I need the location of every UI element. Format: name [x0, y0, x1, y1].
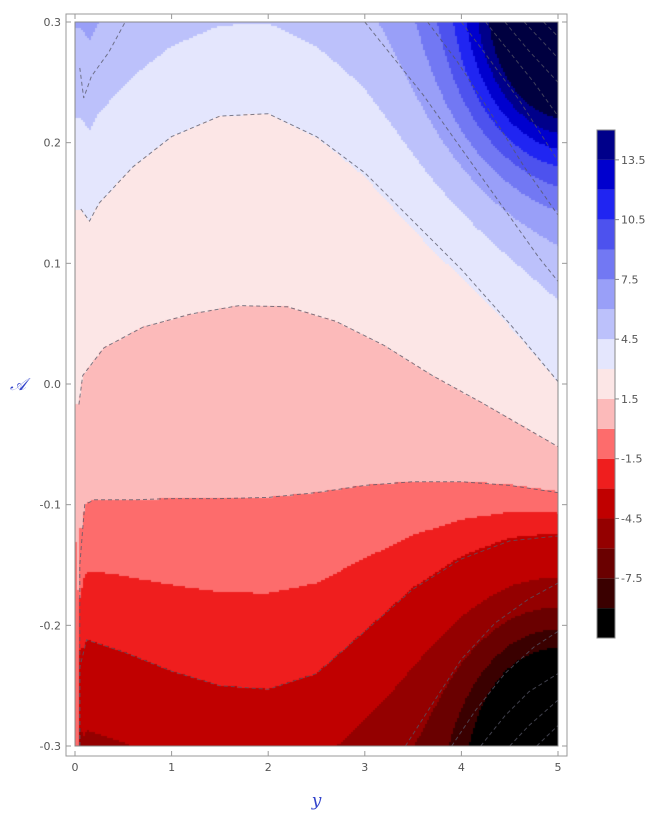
colorbar-band [597, 518, 615, 549]
y-tick-label: -0.3 [40, 740, 61, 753]
colorbar-band [597, 488, 615, 519]
colorbar-band [597, 189, 615, 220]
colorbar-band [597, 159, 615, 190]
y-tick-label: 0.3 [44, 16, 62, 29]
contour-line [509, 699, 559, 747]
contour-line [536, 725, 559, 747]
contour-fill-layer [75, 22, 558, 746]
y-axis-label: 𝒜 [10, 375, 31, 395]
y-tick-label: -0.2 [40, 619, 61, 632]
colorbar-tick-label: 4.5 [621, 333, 639, 346]
x-axis-label: y [311, 791, 322, 811]
colorbar-tick-label: 10.5 [621, 214, 646, 227]
y-tick-label: 0.2 [44, 137, 62, 150]
x-tick-label: 1 [168, 761, 175, 774]
colorbar-band [597, 339, 615, 370]
contour-line [504, 21, 559, 83]
colorbar-band [597, 608, 615, 638]
contour-line [80, 113, 559, 382]
contour-fill-image [75, 22, 558, 746]
axis-ticks: 0 1 2 3 4 5 -0.3 -0.2 -0.1 0.0 0.1 0.2 0.3 [40, 13, 568, 774]
colorbar: -7.5 -4.5 -1.5 1.5 4.5 7.5 10.5 13.5 [596, 129, 646, 639]
x-tick-label: 3 [361, 761, 368, 774]
contour-line [79, 535, 559, 746]
contour-line [451, 630, 559, 747]
plot-frame [74, 21, 559, 747]
colorbar-band [597, 548, 615, 579]
colorbar-band [597, 458, 615, 489]
colorbar-tick-label: -1.5 [621, 453, 642, 466]
x-tick-label: 2 [265, 761, 272, 774]
colorbar-tick-label: -7.5 [621, 572, 642, 585]
contour-line-layer [78, 21, 559, 747]
x-tick-label: 5 [555, 761, 562, 774]
colorbar-band [597, 309, 615, 340]
contour-line [78, 305, 559, 448]
colorbar-band [597, 578, 615, 609]
colorbar-frame [596, 129, 616, 639]
colorbar-band [597, 398, 615, 429]
contour-line [523, 21, 559, 59]
x-tick-label: 4 [458, 761, 465, 774]
y-tick-label: 0.1 [44, 257, 62, 270]
colorbar-band [597, 369, 615, 399]
colorbar-band [597, 130, 615, 160]
y-tick-label: -0.1 [40, 499, 61, 512]
axis-frame [65, 13, 568, 757]
contour-line [404, 582, 559, 747]
colorbar-tick-label: 1.5 [621, 393, 639, 406]
colorbar-tick-label: -4.5 [621, 512, 642, 525]
contour-line [461, 21, 559, 162]
colorbar-band [597, 428, 615, 459]
contour-line [485, 21, 559, 117]
colorbar-tick-label: 13.5 [621, 154, 646, 167]
colorbar-band [597, 249, 615, 280]
contour-line [79, 21, 126, 99]
contour-line [543, 21, 559, 37]
colorbar-band [597, 279, 615, 310]
colorbar-tick-label: 7.5 [621, 273, 639, 286]
x-tick-label: 0 [72, 761, 79, 774]
colorbar-band [597, 219, 615, 250]
y-tick-label: 0.0 [44, 378, 62, 391]
contour-line [79, 481, 559, 746]
